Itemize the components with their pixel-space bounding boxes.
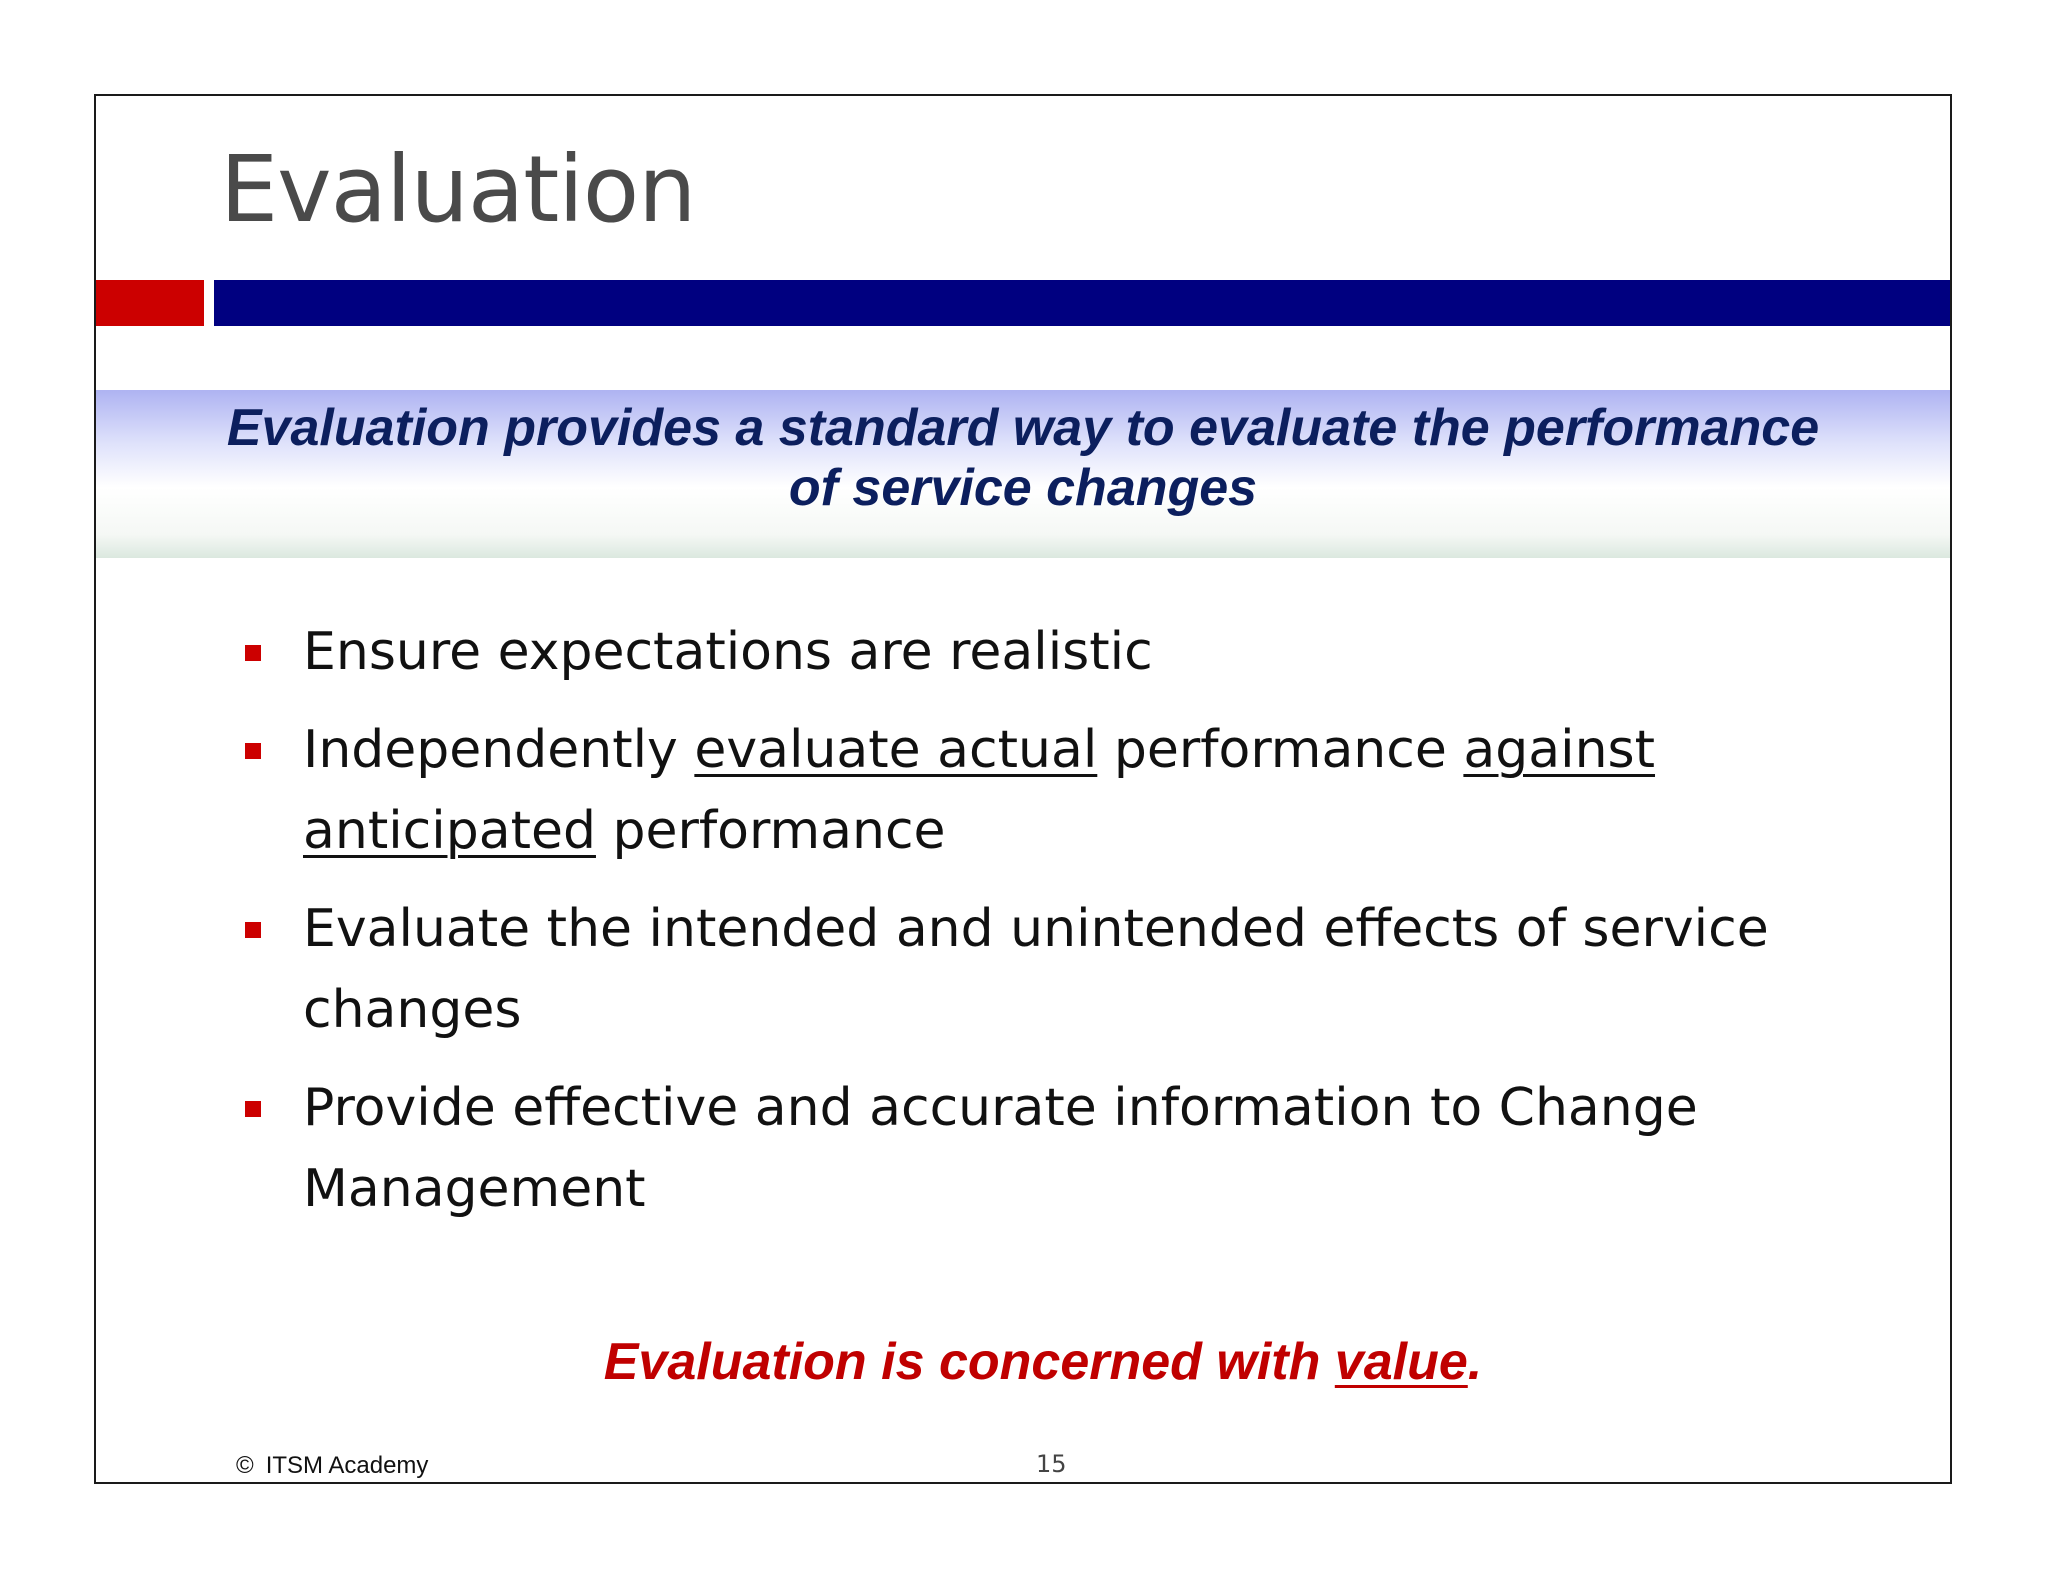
bullet-text: Provide effective and accurate informati… [303, 1078, 1698, 1219]
bullet-item: Ensure expectations are realistic [96, 612, 1853, 693]
bullet-text-part: Independently [303, 720, 695, 780]
definition-line-1: Evaluation provides a standard way to ev… [226, 399, 1820, 457]
conclusion-end: . [1467, 1333, 1483, 1391]
bullet-item: Provide effective and accurate informati… [96, 1068, 1853, 1230]
definition-line-2: of service changes [788, 459, 1258, 517]
slide-title: Evaluation [220, 136, 696, 243]
title-accent-blue-bar [214, 280, 1950, 326]
underlined-phrase: against anticipated [303, 720, 1656, 861]
copyright-icon: © [236, 1452, 254, 1479]
definition-text: Evaluation provides a standard way to ev… [96, 398, 1950, 518]
square-bullet-icon [245, 645, 261, 661]
bullet-item: Independently evaluate actual performanc… [96, 710, 1853, 872]
slide: Evaluation Evaluation provides a standar… [94, 94, 1952, 1484]
bullet-text: Ensure expectations are realistic [303, 622, 1153, 682]
title-accent-red-bar [96, 280, 204, 326]
square-bullet-icon [245, 743, 261, 759]
footer-copyright: © ITSM Academy [236, 1452, 428, 1480]
bullet-list: Ensure expectations are realistic Indepe… [96, 612, 1950, 1247]
page-number: 15 [1036, 1450, 1067, 1478]
conclusion-statement: Evaluation is concerned with value. [96, 1332, 1950, 1392]
square-bullet-icon [245, 922, 261, 938]
footer-organization: ITSM Academy [265, 1452, 429, 1479]
conclusion-text: Evaluation is concerned with [603, 1333, 1335, 1391]
underlined-phrase: evaluate actual [694, 720, 1098, 780]
definition-callout: Evaluation provides a standard way to ev… [96, 390, 1950, 558]
bullet-text: Evaluate the intended and unintended eff… [303, 899, 1769, 1040]
bullet-item: Evaluate the intended and unintended eff… [96, 889, 1853, 1051]
square-bullet-icon [245, 1101, 261, 1117]
conclusion-emphasis: value [1334, 1333, 1468, 1391]
bullet-text-part: performance [595, 801, 946, 861]
bullet-text-part: performance [1097, 720, 1464, 780]
